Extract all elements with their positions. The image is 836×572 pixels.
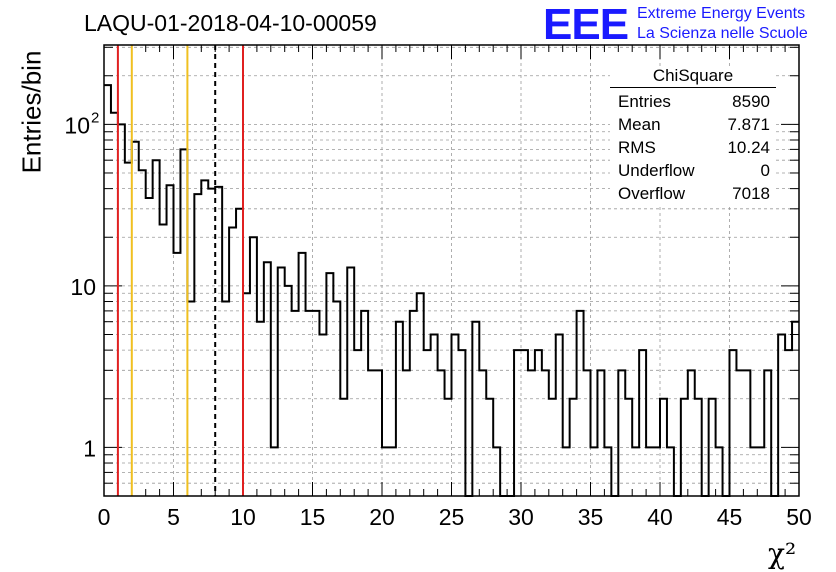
eee-logo-mark: EEE (543, 0, 629, 49)
stats-title: ChiSquare (610, 66, 776, 88)
stats-value: 7018 (732, 184, 770, 203)
x-tick-label: 30 (508, 504, 534, 530)
x-tick-label: 15 (300, 504, 326, 530)
stats-label: Underflow (618, 161, 695, 180)
stats-row-underflow: Underflow 0 (610, 159, 776, 182)
stats-row-entries: Entries 8590 (610, 90, 776, 113)
y-axis-label: Entries/bin (16, 50, 47, 174)
stats-label: Overflow (618, 184, 686, 203)
logo-line-1: Extreme Energy Events (637, 5, 806, 22)
x-tick-label: 35 (578, 504, 604, 530)
grid-lines (104, 45, 799, 497)
x-tick-label: 50 (786, 504, 812, 530)
logo-line-2: La Scienza nelle Scuole (637, 25, 808, 42)
stats-value: 8590 (732, 92, 770, 111)
y-tick-label-exponent: 2 (91, 109, 99, 126)
plot-frame (103, 44, 800, 497)
x-tick-label: 20 (369, 504, 395, 530)
x-tick-label: 40 (647, 504, 673, 530)
stats-label: Mean (618, 115, 661, 134)
stats-row-rms: RMS 10.24 (610, 136, 776, 159)
y-tick-label: 10 (64, 112, 90, 138)
x-axis-label: χ² (768, 537, 797, 570)
stats-label: Entries (618, 92, 671, 111)
y-tick-label: 1 (83, 435, 96, 461)
stats-value: 10.24 (727, 138, 770, 157)
x-tick-label: 5 (167, 504, 180, 530)
cut-lines (116, 45, 244, 496)
x-tick-label: 0 (98, 504, 111, 530)
stats-row-mean: Mean 7.871 (610, 113, 776, 136)
stats-box: ChiSquare Entries 8590 Mean 7.871 RMS 10… (610, 66, 776, 205)
x-tick-label: 10 (230, 504, 256, 530)
page-title: LAQU-01-2018-04-10-00059 (84, 10, 377, 36)
stats-label: RMS (618, 138, 656, 157)
eee-logo-text: Extreme Energy Events La Scienza nelle S… (637, 4, 808, 44)
histogram-series (104, 84, 799, 497)
y-tick-label: 10 (70, 274, 96, 300)
stats-row-overflow: Overflow 7018 (610, 182, 776, 205)
stats-value: 0 (760, 161, 770, 180)
x-tick-label: 25 (439, 504, 465, 530)
x-tick-label: 45 (717, 504, 743, 530)
stats-value: 7.871 (727, 115, 770, 134)
